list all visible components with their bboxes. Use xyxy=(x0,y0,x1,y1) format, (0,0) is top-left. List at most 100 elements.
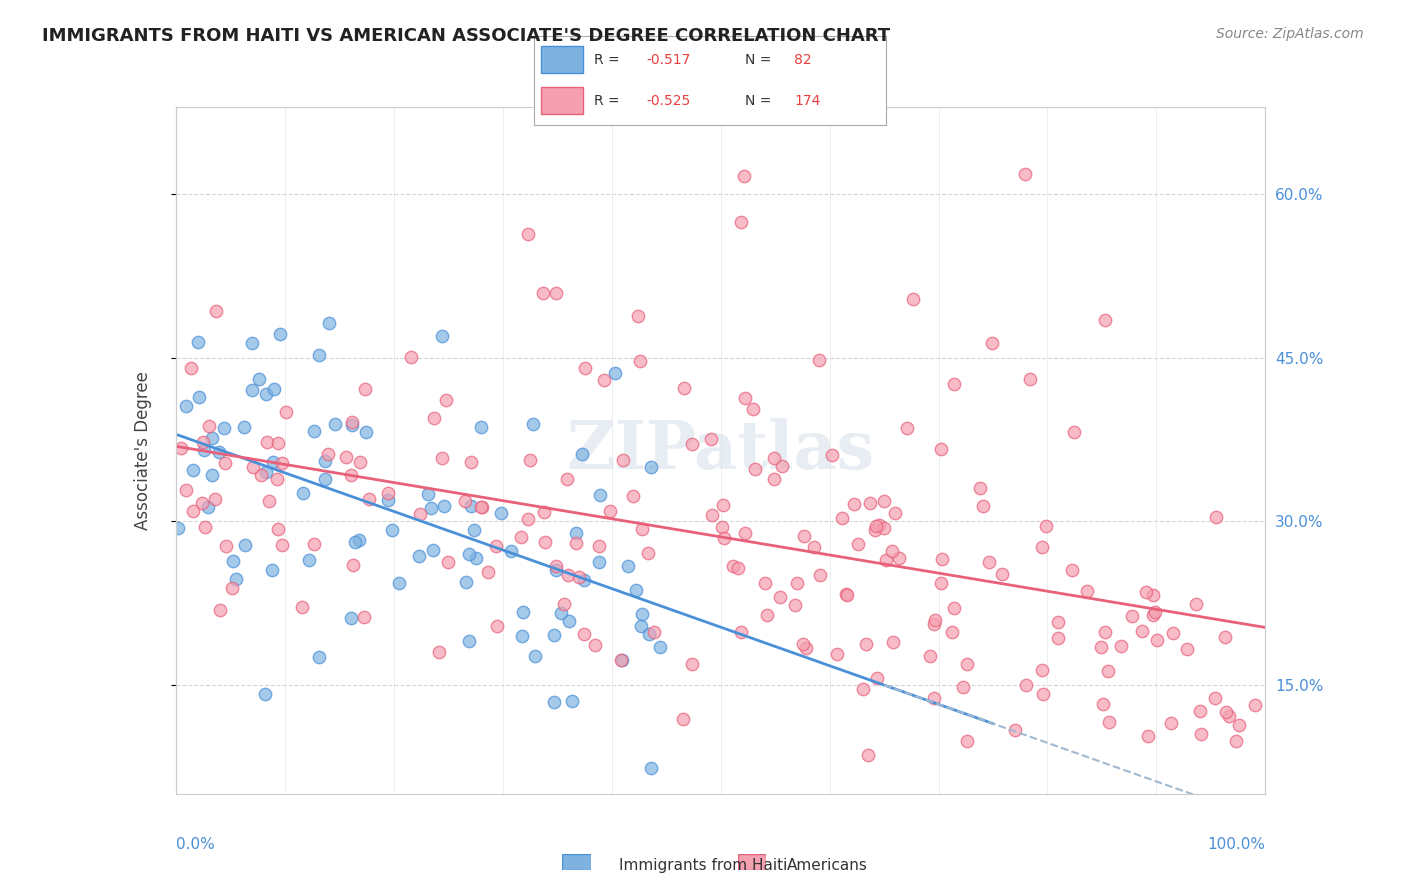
Americans xyxy=(1094,624,1116,639)
Americans xyxy=(1146,632,1168,647)
Americans xyxy=(929,575,952,590)
Immigrants from Haiti xyxy=(522,417,544,431)
Americans xyxy=(844,497,866,511)
Americans xyxy=(786,576,808,591)
Immigrants from Haiti xyxy=(433,499,456,513)
Americans xyxy=(423,411,446,425)
Americans xyxy=(318,447,340,461)
Americans xyxy=(825,647,848,661)
Americans xyxy=(969,481,991,495)
Americans xyxy=(865,519,887,533)
Americans xyxy=(756,608,779,623)
Americans xyxy=(533,505,555,519)
Americans xyxy=(270,538,292,552)
Americans xyxy=(882,635,904,649)
Americans xyxy=(430,451,453,466)
Text: 100.0%: 100.0% xyxy=(1208,838,1265,853)
Y-axis label: Associate's Degree: Associate's Degree xyxy=(134,371,152,530)
Text: Source: ZipAtlas.com: Source: ZipAtlas.com xyxy=(1216,27,1364,41)
Americans xyxy=(931,552,953,566)
Americans xyxy=(399,350,422,364)
Immigrants from Haiti xyxy=(558,614,581,628)
Americans xyxy=(546,285,568,300)
Immigrants from Haiti xyxy=(344,535,367,549)
Americans xyxy=(792,636,814,650)
Immigrants from Haiti xyxy=(470,420,492,434)
Immigrants from Haiti xyxy=(512,605,534,619)
Americans xyxy=(1109,639,1132,653)
Americans xyxy=(887,550,910,565)
Americans xyxy=(730,215,752,229)
Immigrants from Haiti xyxy=(240,383,263,397)
Americans xyxy=(637,546,659,560)
Americans xyxy=(516,512,538,526)
Americans xyxy=(733,169,755,183)
Americans xyxy=(276,405,298,419)
Americans xyxy=(1225,734,1247,748)
Immigrants from Haiti xyxy=(308,348,330,362)
Americans xyxy=(181,504,204,518)
Immigrants from Haiti xyxy=(201,467,224,482)
Americans xyxy=(1076,584,1098,599)
Americans xyxy=(517,227,540,241)
Americans xyxy=(1090,640,1112,654)
Immigrants from Haiti xyxy=(388,576,411,591)
Americans xyxy=(711,520,734,534)
Americans xyxy=(377,485,399,500)
Americans xyxy=(631,522,654,536)
Americans xyxy=(1142,608,1164,623)
Americans xyxy=(835,587,858,601)
Americans xyxy=(250,467,273,482)
Americans xyxy=(409,507,432,521)
Americans xyxy=(531,285,554,300)
Immigrants from Haiti xyxy=(638,627,661,641)
Immigrants from Haiti xyxy=(314,472,336,486)
Americans xyxy=(460,455,482,469)
Americans xyxy=(593,373,616,387)
Americans xyxy=(205,303,228,318)
Americans xyxy=(519,453,541,467)
Immigrants from Haiti xyxy=(501,544,523,558)
Americans xyxy=(1018,372,1040,386)
Immigrants from Haiti xyxy=(463,523,485,537)
Immigrants from Haiti xyxy=(610,653,633,667)
Americans xyxy=(534,535,557,549)
Immigrants from Haiti xyxy=(648,640,671,655)
Text: ZIPatlas: ZIPatlas xyxy=(567,418,875,483)
Americans xyxy=(242,459,264,474)
Americans xyxy=(855,637,877,651)
Americans xyxy=(672,380,695,394)
Americans xyxy=(681,657,703,671)
Americans xyxy=(1047,632,1070,646)
Americans xyxy=(198,419,221,434)
Immigrants from Haiti xyxy=(617,559,640,574)
Americans xyxy=(557,472,579,486)
Immigrants from Haiti xyxy=(269,327,291,342)
Americans xyxy=(510,530,533,544)
Americans xyxy=(302,537,325,551)
Text: N =: N = xyxy=(745,53,776,67)
Americans xyxy=(353,382,375,396)
Americans xyxy=(643,624,665,639)
Immigrants from Haiti xyxy=(254,387,277,401)
Immigrants from Haiti xyxy=(349,533,371,548)
Immigrants from Haiti xyxy=(489,506,512,520)
Americans xyxy=(180,360,202,375)
Americans xyxy=(553,597,575,611)
Americans xyxy=(1031,541,1053,555)
Text: N =: N = xyxy=(745,94,776,108)
Immigrants from Haiti xyxy=(193,443,215,458)
Bar xyxy=(541,87,583,114)
Americans xyxy=(1142,588,1164,602)
Americans xyxy=(873,521,896,535)
Americans xyxy=(454,494,477,508)
Americans xyxy=(267,435,290,450)
Immigrants from Haiti xyxy=(253,687,276,701)
Americans xyxy=(1046,615,1069,629)
Americans xyxy=(808,568,831,582)
Americans xyxy=(730,625,752,640)
Americans xyxy=(1135,585,1157,599)
Americans xyxy=(859,496,882,510)
Americans xyxy=(1189,704,1212,718)
Americans xyxy=(990,567,1012,582)
